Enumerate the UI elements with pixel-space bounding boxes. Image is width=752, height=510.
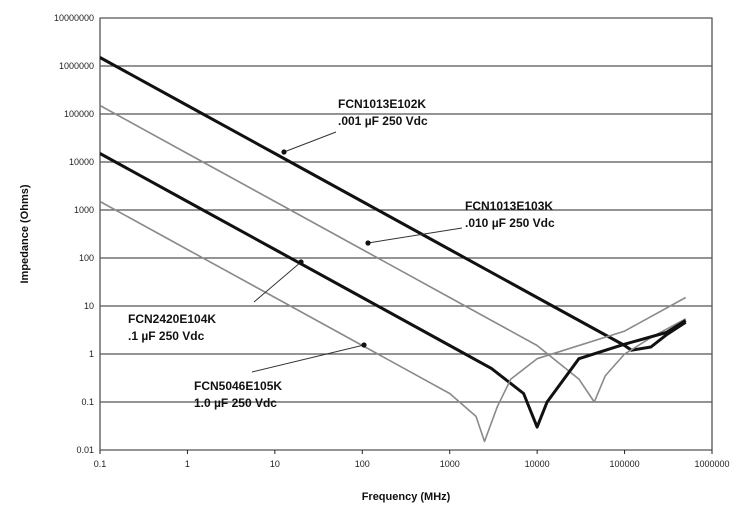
y-tick-label: 1000 (74, 205, 94, 215)
y-tick-label: 10 (84, 301, 94, 311)
series-line-fcn1013e103k (99, 104, 687, 403)
x-tick-label: 1 (185, 459, 190, 469)
annotation-fcn2420e104k: FCN2420E104K .1 µF 250 Vdc (128, 259, 304, 343)
x-tick-label: 1000000 (694, 459, 729, 469)
y-axis-title: Impedance (Ohms) (19, 184, 31, 283)
y-tick-label: 0.01 (76, 445, 94, 455)
y-tick-label: 10000000 (54, 13, 94, 23)
series-line-fcn1013e102k (99, 56, 687, 352)
annotation-leader (367, 227, 463, 244)
y-tick-label: 1000000 (59, 61, 94, 71)
annotations: FCN1013E102K .001 µF 250 Vdc FCN1013E103K.… (128, 97, 555, 410)
annotation-part-label: FCN5046E105K (194, 379, 282, 393)
annotation-arrowhead (365, 240, 371, 246)
series-lines (99, 56, 687, 443)
annotation-part-label: FCN2420E104K (128, 312, 216, 326)
y-tick-label: 100 (79, 253, 94, 263)
annotation-arrowhead (361, 342, 367, 348)
annotation-part-label: FCN1013E102K (338, 97, 426, 111)
annotation-rating-label: 1.0 µF 250 Vdc (194, 396, 277, 410)
annotation-rating-label: .1 µF 250 Vdc (128, 329, 205, 343)
annotation-rating-label: .001 µF 250 Vdc (338, 114, 428, 128)
x-tick-label: 10 (270, 459, 280, 469)
annotation-rating-label: .010 µF 250 Vdc (465, 216, 555, 230)
annotation-leader (251, 344, 365, 373)
y-tick-label: 0.1 (81, 397, 94, 407)
annotation-leader (253, 261, 302, 303)
x-tick-labels: 0.1 1 10 100 1000 10000 100000 1000000 (94, 450, 730, 469)
series-line-fcn5046e105k (99, 200, 687, 443)
annotation-arrowhead (281, 149, 287, 155)
y-tick-label: 100000 (64, 109, 94, 119)
x-tick-label: 0.1 (94, 459, 107, 469)
x-tick-label: 100 (355, 459, 370, 469)
x-tick-label: 1000 (440, 459, 460, 469)
series-line-fcn2420e104k (99, 152, 687, 429)
annotation-fcn1013e102k: FCN1013E102K .001 µF 250 Vdc (281, 97, 428, 155)
x-tick-label: 10000 (525, 459, 550, 469)
y-tick-label: 10000 (69, 157, 94, 167)
annotation-part-label: FCN1013E103K (465, 199, 553, 213)
y-tick-label: 1 (89, 349, 94, 359)
plot-area (99, 17, 713, 451)
annotation-arrowhead (298, 259, 304, 265)
x-axis-title: Frequency (MHz) (362, 491, 451, 503)
x-tick-label: 100000 (610, 459, 640, 469)
annotation-fcn5046e105k: FCN5046E105K 1.0 µF 250 Vdc (194, 342, 367, 410)
y-tick-labels: 10000000 1000000 100000 10000 1000 100 10 1 0.1 0… (54, 13, 94, 455)
annotation-fcn1013e103k: FCN1013E103K .010 µF 250 Vdc (365, 199, 555, 246)
annotation-leader (283, 131, 337, 153)
